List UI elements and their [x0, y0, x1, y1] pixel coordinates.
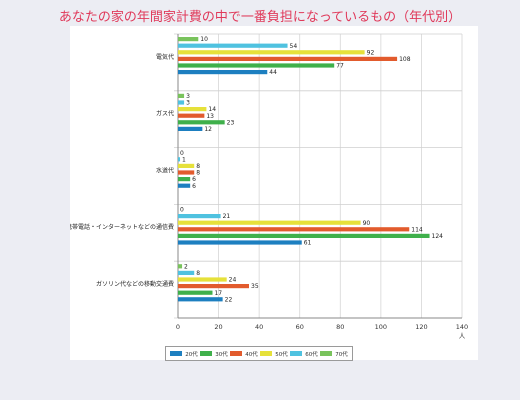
bar [178, 63, 335, 68]
x-tick-label: 140 [456, 323, 468, 331]
legend-swatch [230, 351, 243, 356]
legend: 20代 30代 40代 50代 60代 70代 [165, 346, 353, 361]
data-label: 124 [432, 233, 444, 240]
bar [178, 277, 227, 282]
category-label: 電気代 [156, 53, 174, 61]
bar [178, 113, 205, 118]
bar [178, 50, 365, 55]
bar [178, 56, 398, 61]
chart-panel: 0 20 40 60 80 100 120 140 人電気代 10 54 92 108 77 44 ガス代 3 3… [70, 26, 478, 360]
bar [178, 177, 191, 182]
bar [178, 297, 223, 302]
data-label: 3 [186, 93, 190, 100]
bar [178, 163, 195, 168]
data-label: 8 [196, 163, 200, 170]
bar [178, 37, 199, 42]
data-label: 44 [269, 69, 277, 76]
x-tick-label: 60 [296, 323, 304, 331]
bar [178, 170, 195, 175]
data-label: 21 [223, 213, 231, 220]
x-tick-label: 100 [375, 323, 387, 331]
bar [178, 183, 191, 188]
bar [178, 43, 288, 48]
x-tick-label: 0 [176, 323, 180, 331]
bar [178, 290, 213, 295]
x-tick-label: 40 [255, 323, 263, 331]
x-axis-label: 人 [459, 332, 466, 340]
legend-label: 40代 [245, 351, 258, 358]
bar [178, 120, 225, 125]
legend-swatch [170, 351, 183, 356]
legend-label: 60代 [305, 351, 318, 358]
data-label: 77 [336, 63, 344, 70]
data-label: 12 [204, 126, 212, 133]
bar [178, 100, 185, 105]
data-label: 92 [367, 49, 375, 56]
data-label: 108 [399, 56, 411, 63]
x-tick-label: 120 [415, 323, 427, 331]
legend-swatch [320, 351, 333, 356]
legend-swatch [290, 351, 303, 356]
data-label: 3 [186, 100, 190, 107]
legend-item: 50代 [260, 350, 288, 358]
legend-label: 30代 [215, 351, 228, 358]
data-label: 14 [208, 106, 216, 113]
data-label: 22 [225, 296, 233, 303]
chart-title: あなたの家の年間家計費の中で一番負担になっているもの（年代別） [58, 10, 462, 25]
bar [178, 240, 302, 245]
data-label: 0 [180, 207, 184, 214]
bar [178, 270, 195, 275]
category-label: 携帯電話・インターネットなどの通信費 [70, 223, 174, 231]
legend-item: 20代 [170, 350, 198, 358]
data-label: 8 [196, 170, 200, 177]
data-label: 10 [200, 36, 208, 43]
data-label: 2 [184, 263, 188, 270]
x-tick-label: 20 [214, 323, 222, 331]
bar-chart: 0 20 40 60 80 100 120 140人電気代1054921087744ガス代33… [70, 33, 468, 340]
data-label: 114 [411, 226, 423, 233]
bar [178, 214, 221, 219]
data-label: 17 [214, 290, 222, 297]
category-label: 水道代 [156, 166, 174, 174]
data-label: 90 [363, 220, 371, 227]
bar [178, 264, 183, 269]
data-label: 35 [251, 283, 259, 290]
legend-item: 70代 [320, 350, 348, 358]
bar [178, 220, 361, 225]
legend-swatch [200, 351, 213, 356]
bar [178, 93, 185, 98]
category-label: ガス代 [156, 110, 174, 118]
bar [178, 233, 430, 238]
data-label: 54 [290, 43, 298, 50]
data-label: 1 [182, 156, 186, 163]
legend-label: 50代 [275, 351, 288, 358]
data-label: 6 [192, 183, 196, 190]
data-label: 24 [229, 277, 237, 284]
bar [178, 157, 181, 162]
data-label: 0 [180, 150, 184, 157]
legend-item: 30代 [200, 350, 228, 358]
legend-item: 60代 [290, 350, 318, 358]
data-label: 23 [227, 119, 235, 126]
bar [178, 126, 203, 131]
bar [178, 107, 207, 112]
data-label: 8 [196, 270, 200, 277]
data-label: 61 [304, 240, 312, 247]
data-label: 6 [192, 176, 196, 183]
data-label: 13 [206, 113, 214, 120]
x-tick-label: 80 [336, 323, 344, 331]
legend-label: 20代 [185, 351, 198, 358]
bar [178, 284, 249, 289]
bar [178, 70, 268, 75]
legend-item: 40代 [230, 350, 258, 358]
bar [178, 227, 410, 232]
category-label: ガソリン代などの移動交通費 [96, 280, 174, 288]
legend-swatch [260, 351, 273, 356]
legend-label: 70代 [335, 351, 348, 358]
